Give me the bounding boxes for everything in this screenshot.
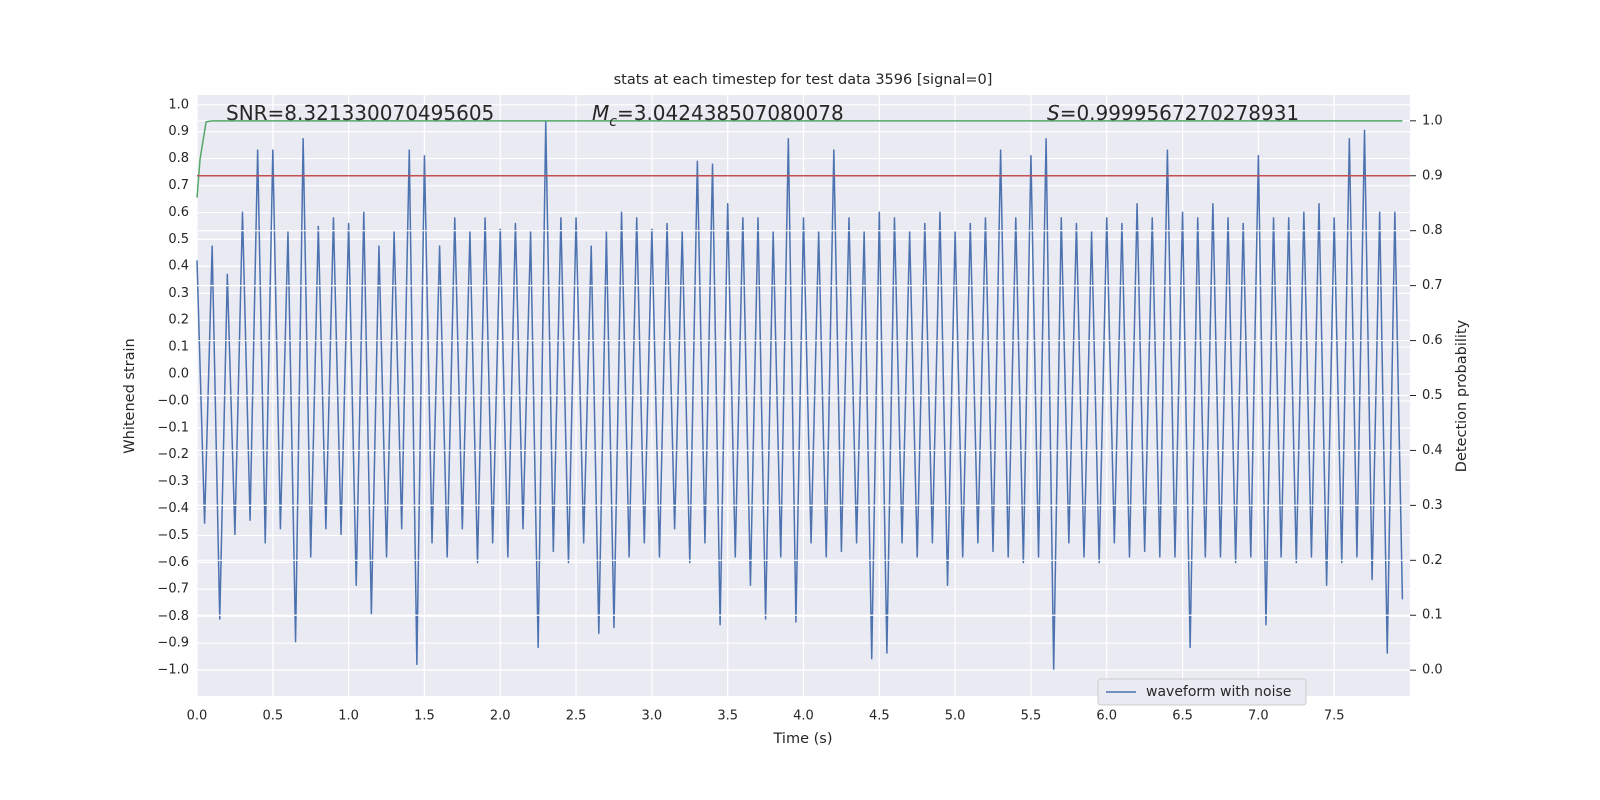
y-tick-label: −0.1 (157, 420, 189, 435)
annotation-text: SNR=8.321330070495605 (226, 101, 494, 125)
legend-box (1097, 678, 1307, 706)
y-tick-label: 0.4 (168, 259, 189, 274)
x-tick-label: 7.0 (1248, 709, 1269, 724)
x-tick-label: 4.5 (869, 709, 890, 724)
x-tick-label: 1.0 (338, 709, 359, 724)
y-tick-label: 1.0 (168, 97, 189, 112)
x-tick-label: 5.5 (1021, 709, 1042, 724)
y2-tick-label: 0.3 (1422, 498, 1443, 513)
series-line (196, 120, 1403, 198)
y2-tick-label: 0.9 (1422, 168, 1443, 183)
y-tick-label: −0.8 (157, 609, 189, 624)
x-tick-label: 3.0 (642, 709, 663, 724)
annotation: S=0.9999567270278931 (1047, 101, 1299, 125)
x-tick-label: 6.5 (1172, 709, 1193, 724)
y-tick-label: −0.2 (157, 447, 189, 462)
x-tick-label: 4.0 (793, 709, 814, 724)
y-tick-label: −0.7 (157, 582, 189, 597)
y-tick-label: 0.9 (168, 124, 189, 139)
y-axis-label: Whitened strain (122, 338, 138, 453)
y-tick-label: 0.6 (168, 205, 189, 220)
y-tick-label: −0.4 (157, 501, 189, 516)
annotation: SNR=8.321330070495605 (226, 101, 494, 125)
y2-tick-label: 0.5 (1422, 388, 1443, 403)
annotation-symbol: S (1047, 101, 1060, 125)
y-tick-label: 0.5 (168, 232, 189, 247)
annotation-symbol: M (592, 101, 609, 125)
y-tick-label: 0.3 (168, 286, 189, 301)
x-axis-label: Time (s) (773, 731, 833, 747)
y-tick-label: −0.3 (157, 474, 189, 489)
x-tick-label: 1.5 (414, 709, 435, 724)
x-tick-label: 2.5 (566, 709, 587, 724)
y-tick-label: 0.8 (168, 151, 189, 166)
legend-label: waveform with noise (1146, 684, 1291, 700)
y-tick-label: −0.6 (157, 555, 189, 570)
y-tick-label: −1.0 (157, 663, 189, 678)
y2-tick-label: 0.2 (1422, 553, 1443, 568)
y-tick-label: −0.9 (157, 636, 189, 651)
y2-tick-label: 0.6 (1422, 333, 1443, 348)
y-tick-label: −0.5 (157, 528, 189, 543)
y2-tick-label: 0.8 (1422, 223, 1443, 238)
y2-tick-label: 0.4 (1422, 443, 1443, 458)
y2-axis-label: Detection probability (1454, 319, 1470, 472)
y-tick-label: −0.0 (157, 394, 189, 409)
x-tick-label: 6.0 (1096, 709, 1117, 724)
y2-tick-label: 0.1 (1422, 608, 1443, 623)
annotation-text: =0.9999567270278931 (1060, 101, 1299, 125)
x-tick-label: 7.5 (1324, 709, 1345, 724)
y-tick-label: 0.2 (168, 313, 189, 328)
y-tick-label: 0.0 (168, 366, 189, 381)
x-tick-label: 5.0 (945, 709, 966, 724)
x-tick-label: 2.0 (490, 709, 511, 724)
x-tick-label: 0.5 (262, 709, 283, 724)
y2-tick-label: 0.0 (1422, 663, 1443, 678)
x-tick-label: 0.0 (187, 709, 208, 724)
y2-tick-label: 1.0 (1422, 113, 1443, 128)
y-tick-label: 0.7 (168, 178, 189, 193)
annotation: Mc=3.042438507080078 (592, 101, 844, 131)
series-line (196, 121, 1404, 671)
annotation-text: =3.042438507080078 (617, 101, 844, 125)
y-tick-label: 0.1 (168, 340, 189, 355)
y2-tick-label: 0.7 (1422, 278, 1443, 293)
chart-title: stats at each timestep for test data 359… (614, 72, 993, 88)
x-tick-label: 3.5 (717, 709, 738, 724)
annotation-subscript: c (609, 114, 617, 130)
